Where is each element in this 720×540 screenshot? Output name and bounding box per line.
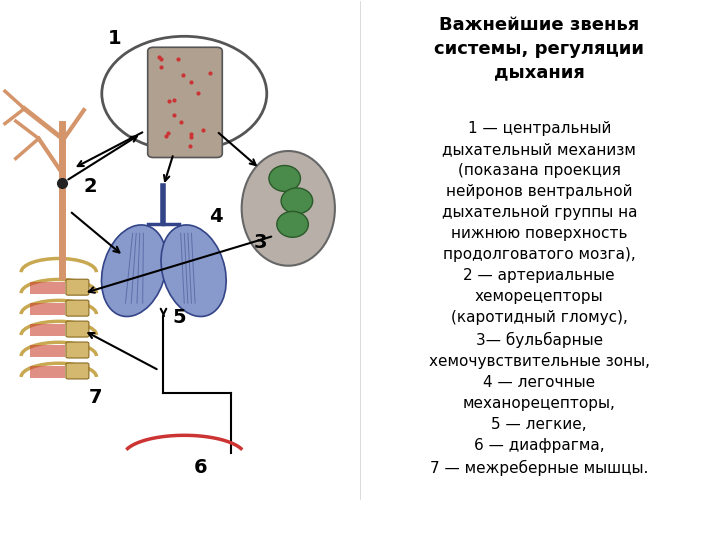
Text: 2: 2 (84, 177, 97, 196)
Circle shape (102, 36, 267, 151)
Ellipse shape (242, 151, 335, 266)
Ellipse shape (269, 165, 300, 191)
Ellipse shape (276, 211, 308, 237)
Ellipse shape (281, 188, 312, 214)
FancyBboxPatch shape (66, 279, 89, 295)
Text: 4: 4 (210, 207, 223, 226)
FancyBboxPatch shape (66, 321, 89, 337)
Text: 5: 5 (172, 308, 186, 327)
Bar (30, 303, 65, 315)
Bar (30, 324, 65, 336)
Bar (30, 345, 65, 357)
Text: 6: 6 (194, 458, 207, 477)
Bar (30, 366, 65, 378)
FancyBboxPatch shape (66, 342, 89, 358)
Text: 7: 7 (89, 388, 102, 407)
Text: 3: 3 (254, 233, 267, 252)
Ellipse shape (161, 225, 226, 316)
FancyBboxPatch shape (66, 300, 89, 316)
Ellipse shape (102, 225, 166, 316)
Text: 1: 1 (107, 29, 121, 48)
Text: 1 — центральный
дыхательный механизм
(показана проекция
нейронов вентральной
дых: 1 — центральный дыхательный механизм (по… (429, 121, 650, 476)
FancyBboxPatch shape (66, 363, 89, 379)
Text: Важнейшие звенья
системы, регуляции
дыхания: Важнейшие звенья системы, регуляции дыха… (434, 16, 644, 82)
FancyBboxPatch shape (148, 48, 222, 158)
Bar (30, 282, 65, 294)
